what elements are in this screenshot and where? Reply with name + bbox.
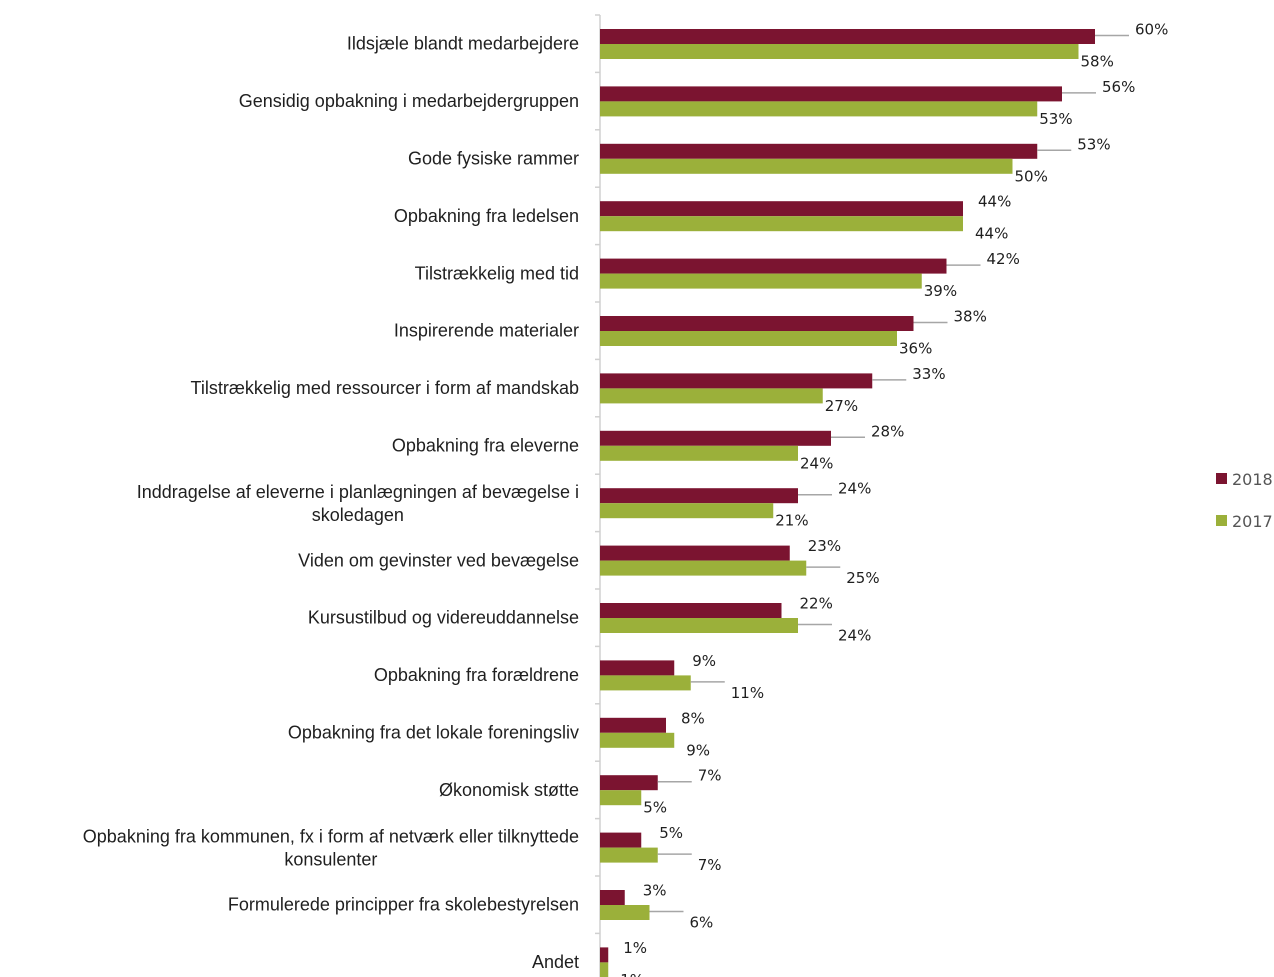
category-label-line2: skoledagen [312,505,404,525]
bar-2018 [600,545,790,561]
legend-label-2017: 2017 [1232,512,1273,531]
value-label-2017: 5% [643,799,667,817]
value-label-2018: 7% [698,767,722,785]
value-label-2017: 7% [698,856,722,874]
value-label-2018: 60% [1135,21,1168,39]
value-label-2017: 25% [846,569,879,587]
legend-label-2018: 2018 [1232,470,1273,489]
category-label-line2: konsulenter [284,849,377,869]
category-label: Ildsjæle blandt medarbejdere [347,34,579,54]
legend-swatch-2018 [1216,473,1227,484]
bar-2017 [600,962,609,977]
category-label: Viden om gevinster ved bevægelse [298,550,579,570]
bars [600,29,1095,977]
bar-2018 [600,947,609,963]
value-label-2017: 9% [686,741,710,759]
bar-2017 [600,618,798,633]
value-label-2017: 1% [620,971,644,977]
value-label-2017: 21% [775,512,808,530]
bar-2018 [600,660,675,676]
bar-2017 [600,388,823,404]
category-label: Gode fysiske rammer [408,149,579,169]
category-axis [595,14,601,977]
category-label: Inddragelse af eleverne i planlægningen … [137,482,579,502]
value-label-2017: 24% [800,454,833,472]
category-label: Opbakning fra forældrene [374,665,579,685]
value-label-2017: 36% [899,340,932,358]
bar-2018 [600,430,831,446]
bar-2017 [600,790,642,806]
bar-2018 [600,488,798,504]
bar-2017 [600,675,691,691]
value-label-2017: 58% [1081,53,1114,71]
value-label-2018: 42% [987,250,1020,268]
value-label-2017: 11% [731,684,764,702]
bar-2017 [600,158,1013,174]
bar-2017 [600,44,1079,59]
value-label-2018: 1% [623,939,647,957]
value-label-2017: 50% [1015,167,1048,185]
value-label-2017: 27% [825,397,858,415]
value-label-2018: 56% [1102,78,1135,96]
category-label: Opbakning fra kommunen, fx i form af net… [83,826,579,846]
value-label-2017: 39% [924,282,957,300]
category-label: Opbakning fra ledelsen [394,206,579,226]
category-labels: Ildsjæle blandt medarbejdere Gensidig opb… [83,34,579,972]
bar-2017 [600,503,774,519]
bar-2017 [600,101,1038,117]
bar-2017 [600,331,897,346]
value-label-2018: 9% [692,652,716,670]
bar-2018 [600,29,1095,44]
bar-2018 [600,258,947,274]
value-label-2018: 44% [978,193,1011,211]
category-label: Tilstrækkelig med ressourcer i form af m… [191,378,579,398]
category-label: Inspirerende materialer [394,321,579,341]
bar-2018 [600,603,782,618]
bar-2017 [600,216,963,232]
value-label-2018: 38% [954,308,987,326]
bar-2018 [600,832,642,848]
bar-2018 [600,316,914,331]
bar-2018 [600,143,1038,159]
category-label: Gensidig opbakning i medarbejdergruppen [239,91,579,111]
category-label: Formulerede principper fra skolebestyrel… [228,895,579,915]
bar-2017 [600,560,807,576]
bar-2017 [600,732,675,748]
category-label: Andet [532,952,579,972]
category-label: Kursustilbud og videreuddannelse [308,608,579,628]
category-label: Opbakning fra eleverne [392,436,579,456]
value-label-2018: 33% [912,365,945,383]
value-label-2018: 8% [681,709,705,727]
category-label: Økonomisk støtte [439,780,579,800]
bar-2017 [600,445,798,461]
bar-2018 [600,717,666,733]
value-label-2018: 28% [871,422,904,440]
bar-2018 [600,201,963,217]
category-label: Tilstrækkelig med tid [415,263,579,283]
value-label-2018: 53% [1077,135,1110,153]
legend-swatch-2017 [1216,515,1227,526]
value-label-2017: 6% [690,914,714,932]
bar-2017 [600,847,658,863]
bar-2018 [600,86,1062,102]
category-label: Opbakning fra det lokale foreningsliv [288,723,579,743]
value-label-2018: 24% [838,480,871,498]
bar-2017 [600,905,650,920]
value-label-2018: 3% [643,882,667,900]
value-label-2017: 24% [838,627,871,645]
bar-2018 [600,890,625,905]
leader-lines [649,34,1129,913]
bar-2018 [600,373,873,389]
value-label-2018: 5% [659,824,683,842]
value-label-2017: 44% [975,225,1008,243]
value-label-2018: 22% [800,595,833,613]
value-labels: 60%58%56%53%53%50%44%44%42%39%38%36%33%2… [620,21,1168,977]
bar-2018 [600,775,658,791]
value-label-2018: 23% [808,537,841,555]
legend: 2018 2017 [1216,470,1273,531]
bar-2017 [600,273,922,289]
value-label-2017: 53% [1039,110,1072,128]
